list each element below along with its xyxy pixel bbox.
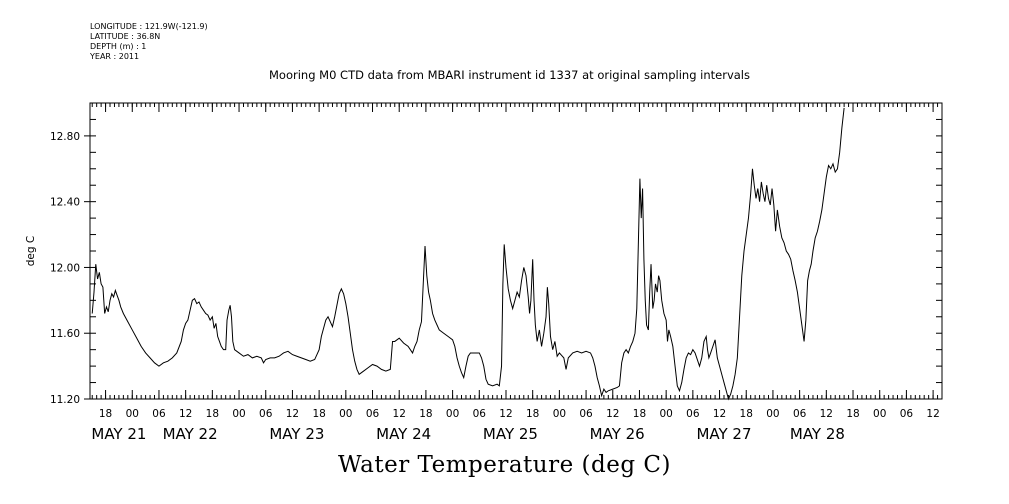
x-date-label: MAY 28	[790, 425, 845, 443]
x-hour-label: 12	[393, 408, 406, 420]
plot-frame	[89, 102, 943, 400]
x-hour-label: 12	[926, 408, 939, 420]
x-hour-label: 06	[473, 408, 487, 420]
x-hour-label: 18	[99, 408, 112, 420]
x-hour-label: 00	[232, 408, 245, 420]
labels-layer: 11.20 11.60 12.00 12.40 12.80 18 00 06 12 18 00 06 1…	[25, 131, 940, 443]
axes	[84, 102, 943, 400]
year-text: YEAR : 2011	[90, 52, 140, 61]
depth-text: DEPTH (m) : 1	[90, 42, 147, 51]
x-hour-label: 12	[499, 408, 512, 420]
x-date-label: MAY 26	[590, 425, 645, 443]
y-axis-label: deg C	[25, 236, 37, 266]
x-hour-label: 18	[312, 408, 325, 420]
x-date-label: MAY 25	[483, 425, 538, 443]
chart-main-title: Water Temperature (deg C)	[338, 452, 671, 478]
y-tick-label: 12.40	[50, 197, 80, 209]
x-hour-label: 06	[900, 408, 914, 420]
metadata-block: LONGITUDE : 121.9W(-121.9) LATITUDE : 36…	[90, 22, 208, 62]
x-hour-label: 06	[366, 408, 380, 420]
x-hour-label: 18	[206, 408, 219, 420]
x-date-label: MAY 21	[91, 425, 146, 443]
x-hour-label: 06	[259, 408, 273, 420]
x-date-label: MAY 27	[696, 425, 751, 443]
x-hour-label: 06	[579, 408, 593, 420]
x-date-label: MAY 23	[269, 425, 324, 443]
series-line	[91, 107, 845, 401]
y-tick-label: 11.60	[50, 328, 80, 340]
x-hour-label: 18	[846, 408, 859, 420]
x-hour-label: 00	[339, 408, 352, 420]
x-hour-label: 12	[713, 408, 726, 420]
x-hour-label: 12	[286, 408, 299, 420]
x-hour-label: 06	[793, 408, 807, 420]
x-hour-label: 00	[766, 408, 779, 420]
latitude-text: LATITUDE : 36.8N	[90, 32, 161, 41]
longitude-text: LONGITUDE : 121.9W(-121.9)	[90, 22, 208, 31]
x-hour-label: 06	[152, 408, 166, 420]
x-hour-label: 18	[740, 408, 753, 420]
x-hour-label: 18	[633, 408, 646, 420]
x-hour-label: 12	[606, 408, 619, 420]
y-tick-label: 11.20	[50, 394, 80, 406]
x-date-label: MAY 24	[376, 425, 431, 443]
x-date-label: MAY 22	[163, 425, 218, 443]
x-hour-label: 06	[686, 408, 700, 420]
series-layer	[91, 107, 845, 401]
y-tick-label: 12.00	[50, 262, 80, 274]
x-hour-label: 00	[873, 408, 886, 420]
x-hour-label: 18	[419, 408, 432, 420]
x-hour-label: 00	[446, 408, 459, 420]
x-hour-label: 12	[820, 408, 833, 420]
x-hour-label: 00	[126, 408, 139, 420]
plot-title: Mooring M0 CTD data from MBARI instrumen…	[269, 68, 750, 82]
x-hour-label: 18	[526, 408, 539, 420]
x-hour-label: 00	[659, 408, 672, 420]
y-tick-label: 12.80	[50, 131, 80, 143]
x-hour-label: 00	[553, 408, 566, 420]
x-hour-label: 12	[179, 408, 192, 420]
